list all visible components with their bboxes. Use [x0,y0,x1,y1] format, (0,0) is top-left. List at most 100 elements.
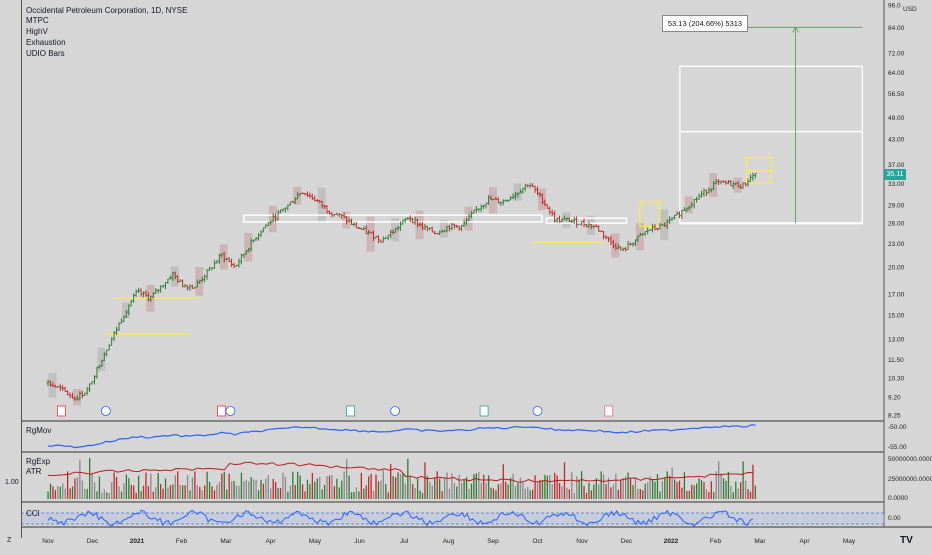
volume-bar [426,475,429,499]
volume-bar [84,488,86,499]
volume-bar [123,483,125,499]
atr-pane-label[interactable]: ATR [26,467,42,476]
volume-bar [695,483,698,499]
volume-bar [509,477,512,499]
volume-bar [399,474,402,499]
volume-bar [446,472,448,499]
volume-bar [434,477,436,499]
volume-bar [372,490,375,499]
volume-bar [108,492,110,499]
volume-bar [157,473,159,499]
volume-bar [647,482,649,499]
volume-bar [66,471,69,499]
volume-bar [284,476,287,499]
volume-bar [228,473,230,499]
indicator-exhaustion[interactable]: Exhaustion [26,38,66,47]
volume-bar [541,480,544,499]
volume-bar [111,482,113,499]
volume-bar [201,490,203,499]
zoom-button[interactable]: Z [7,537,12,544]
volume-bar [590,490,593,499]
volume-bar [311,472,314,499]
x-tick-label: Apr [799,538,810,545]
indicator-highv[interactable]: HighV [26,27,48,36]
volume-bar [370,473,372,499]
x-tick-label: Nov [576,538,588,545]
rgexp-pane-label[interactable]: RgExp [26,457,51,466]
volume-bar [649,476,651,499]
y-tick-label: 15.00 [888,313,905,320]
volume-bar [106,492,108,499]
volume-bar [184,485,186,499]
volume-bar [605,484,607,499]
volume-bar [238,485,240,499]
volume-bar [500,483,502,499]
volume-bar [323,484,326,499]
indicator-mtpc[interactable]: MTPC [26,16,49,25]
volume-bar [598,484,600,499]
volume-bar [333,486,336,499]
measure-label: 53.13 (204.66%) 5313 [662,15,748,32]
volume-bar [571,472,573,499]
volume-bar [436,471,438,499]
volume-bar [321,489,323,499]
volume-bar [453,482,455,499]
volume-bar [483,474,485,499]
volume-bar [473,474,475,499]
volume-bar [654,481,656,499]
volume-bar [512,473,514,499]
volume-bar [622,478,624,499]
volume-bar [529,490,531,499]
volume-bar [683,472,686,499]
volume-bar [465,477,468,499]
volume-bar [262,483,265,499]
volume-bar [226,489,228,499]
volume-bar [331,474,333,499]
y-tick-label: 26.00 [888,221,905,228]
volume-bar [549,474,551,499]
y-tick-label: 33.00 [888,181,905,188]
volume-bar [140,491,142,499]
volume-bar [387,492,389,499]
x-tick-label: Feb [176,538,188,545]
shade-block [513,183,522,201]
volume-bar [177,471,179,499]
y-tick-label: 96.0 [888,3,901,10]
left-toolbar[interactable] [0,0,22,538]
volume-bar [277,487,279,499]
volume-bar [328,475,331,499]
volume-bar [120,491,123,499]
volume-bar [199,486,201,499]
volume-bar [240,472,243,499]
volume-bar [678,480,681,499]
volume-bar [705,489,708,499]
y-tick-label: 17.00 [888,292,905,299]
volume-bar [186,475,189,499]
volume-bar [644,483,646,499]
volume-bar [607,477,610,499]
volume-bar [71,486,74,499]
volume-bar [255,479,257,499]
rgmov-pane-label[interactable]: RgMov [26,426,52,435]
volume-bar [686,490,688,499]
cci-pane-label[interactable]: CCI [26,509,40,518]
volume-bar [206,471,208,499]
x-tick-label: Jul [400,538,409,545]
volume-bar [480,482,482,499]
volume-bar [487,475,490,499]
pane-left-value: 1.00 [5,479,19,486]
volume-bar [661,481,664,499]
volume-bar [698,478,700,499]
volume-bar [128,478,130,499]
cci-line [47,509,754,527]
volume-bar [289,485,292,499]
volume-bar [593,484,595,499]
volume-bar [64,488,66,499]
y-tick-label: 64.00 [888,70,905,77]
volume-bar [377,481,380,499]
shade-block [635,222,644,251]
volume-bar [345,458,348,499]
volume-bar [671,467,673,499]
indicator-udio-bars[interactable]: UDIO Bars [26,49,65,58]
